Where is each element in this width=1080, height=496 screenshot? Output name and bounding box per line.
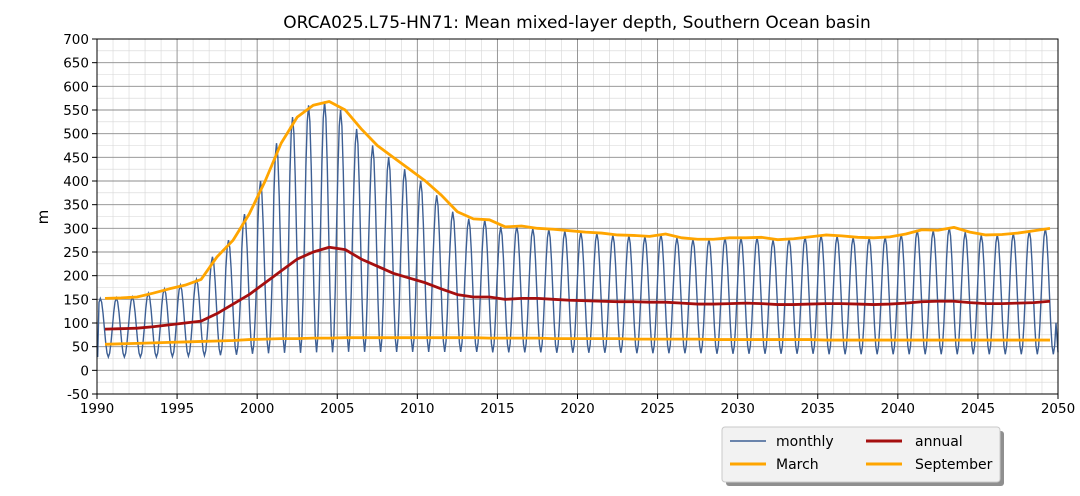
legend-label-annual: annual xyxy=(915,434,963,450)
y-tick-label: -50 xyxy=(67,387,89,403)
y-tick-label: 0 xyxy=(80,363,89,379)
y-tick-label: 100 xyxy=(63,316,89,332)
x-tick-label: 2040 xyxy=(881,401,915,417)
x-tick-label: 2000 xyxy=(240,401,274,417)
x-tick-label: 1990 xyxy=(80,401,114,417)
x-tick-label: 2015 xyxy=(480,401,514,417)
legend-label-march: March xyxy=(776,457,819,473)
y-tick-label: 700 xyxy=(63,32,89,48)
axes: 1990 1995 2000 2005 2010 2015 2020 2025 2030 2035… xyxy=(63,32,1075,417)
y-tick-label: 150 xyxy=(63,292,89,308)
series-monthly-line xyxy=(96,101,1059,360)
x-tick-label: 2030 xyxy=(720,401,754,417)
plot-series xyxy=(96,100,1059,360)
y-tick-label: 300 xyxy=(63,221,89,237)
x-tick-label: 2005 xyxy=(320,401,354,417)
y-tick-label: 200 xyxy=(63,269,89,285)
y-tick-label: 400 xyxy=(63,174,89,190)
y-tick-label: 250 xyxy=(63,245,89,261)
legend-label-september: September xyxy=(915,457,993,473)
legend-label-monthly: monthly xyxy=(776,434,834,450)
legend-box xyxy=(721,426,1001,483)
chart-title: ORCA025.L75-HN71: Mean mixed-layer depth… xyxy=(283,13,871,33)
x-tick-label: 2010 xyxy=(400,401,434,417)
y-tick-label: 450 xyxy=(63,150,89,166)
x-tick-label: 2045 xyxy=(961,401,995,417)
legend: monthly March annual September xyxy=(721,426,1004,486)
y-tick-label: 550 xyxy=(63,103,89,119)
x-tick-label: 1995 xyxy=(160,401,194,417)
x-tick-label: 2020 xyxy=(560,401,594,417)
y-axis-label: m xyxy=(34,210,52,225)
y-tick-label: 50 xyxy=(72,340,89,356)
y-tick-label: 650 xyxy=(63,56,89,72)
y-tick-label: 350 xyxy=(63,198,89,214)
x-tick-label: 2050 xyxy=(1041,401,1075,417)
x-tick-label: 2025 xyxy=(640,401,674,417)
y-tick-label: 500 xyxy=(63,127,89,143)
series-annual-line xyxy=(104,245,1051,331)
x-tick-label: 2035 xyxy=(801,401,835,417)
series-september-line xyxy=(104,336,1050,346)
series-march-line xyxy=(104,100,1051,300)
y-tick-label: 600 xyxy=(63,79,89,95)
